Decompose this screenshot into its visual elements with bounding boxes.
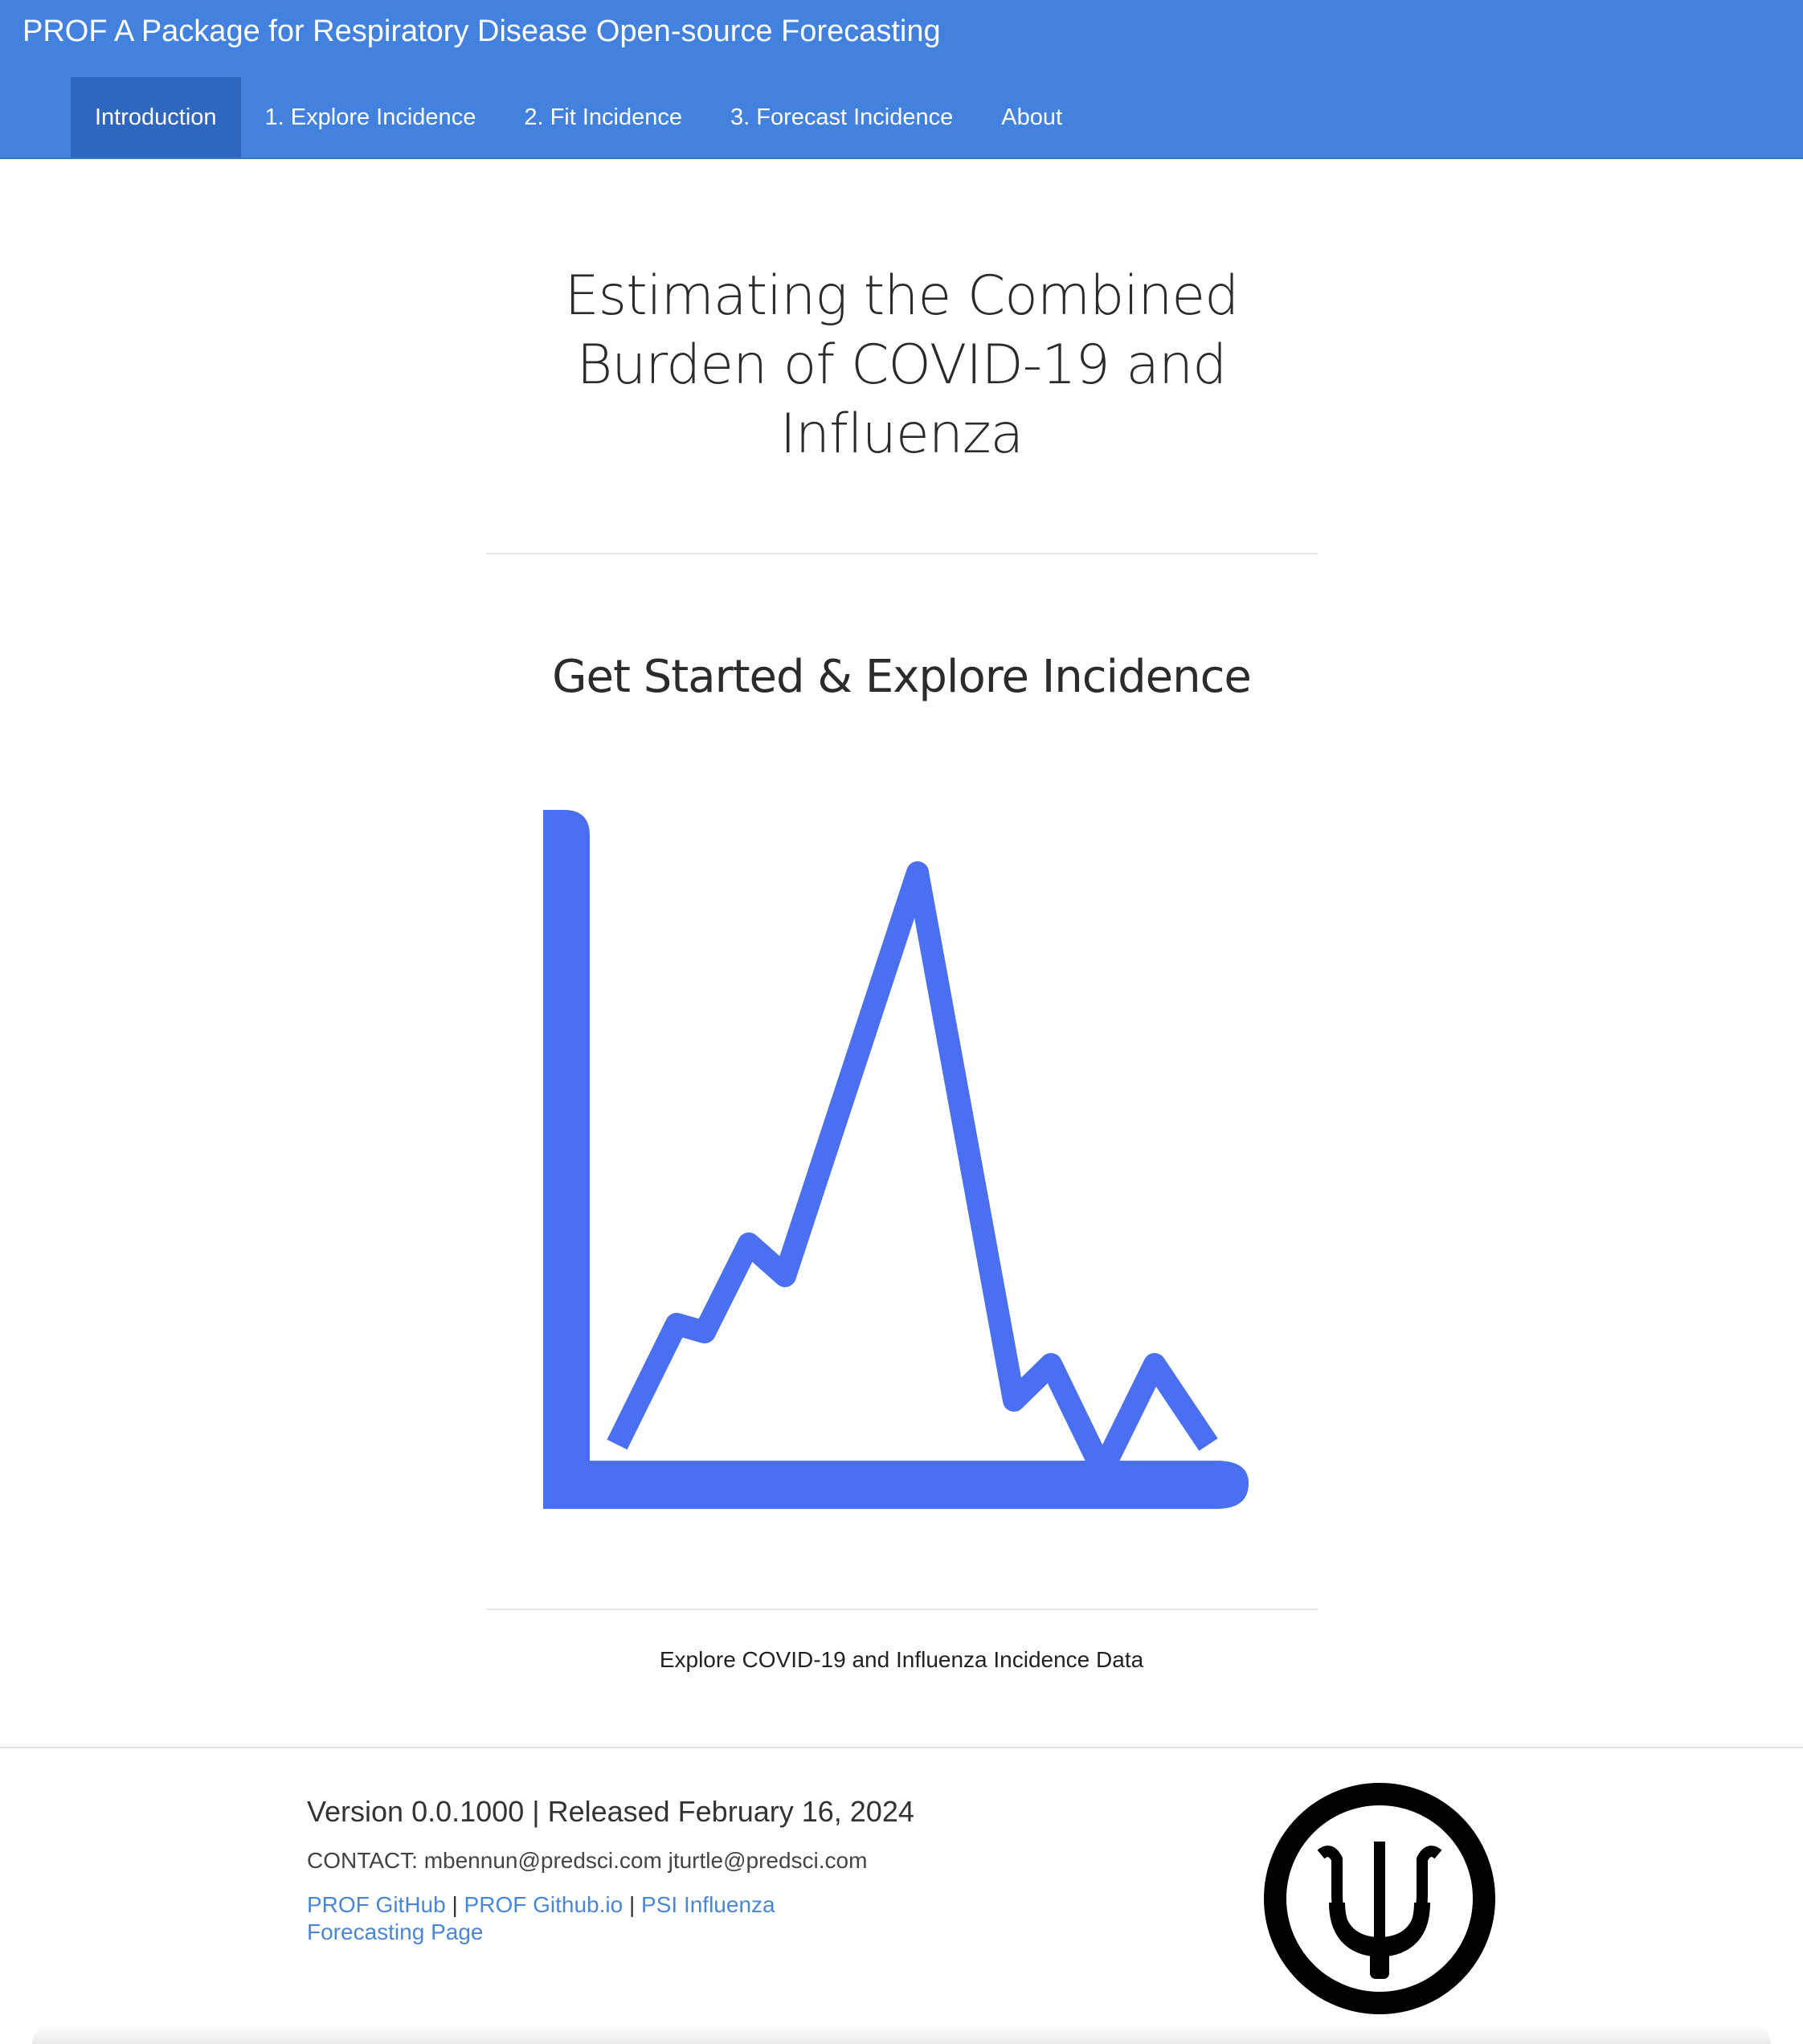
version-info: Version 0.0.1000 | Released February 16,…: [307, 1795, 914, 1828]
prof-githubio-link[interactable]: PROF Github.io: [464, 1892, 623, 1917]
footer-links: PROF GitHub | PROF Github.io | PSI Influ…: [307, 1891, 885, 1946]
footer-divider: [0, 1747, 1803, 1748]
tab-fit-incidence[interactable]: 2. Fit Incidence: [524, 104, 682, 130]
app-title[interactable]: PROF A Package for Respiratory Disease O…: [22, 14, 941, 48]
navbar: PROF A Package for Respiratory Disease O…: [0, 0, 1803, 159]
line-chart-icon[interactable]: [540, 810, 1255, 1517]
nav-tabs: Introduction 1. Explore Incidence 2. Fit…: [71, 77, 1086, 157]
tab-explore-incidence[interactable]: 1. Explore Incidence: [264, 104, 476, 130]
contact-info: CONTACT: mbennun@predsci.com jturtle@pre…: [307, 1848, 868, 1873]
psi-influenza-forecasting-link[interactable]: PSI Influenza Forecasting Page: [307, 1892, 775, 1944]
tab-about[interactable]: About: [1001, 104, 1063, 130]
tab-forecast-incidence[interactable]: 3. Forecast Incidence: [730, 104, 954, 130]
chart-line-shape: [607, 861, 1218, 1482]
divider: [486, 553, 1318, 554]
tab-introduction[interactable]: Introduction: [71, 77, 241, 157]
explore-incidence-link[interactable]: Explore COVID-19 and Influenza Incidence…: [659, 1647, 1144, 1672]
psi-logo-icon: [1263, 1782, 1496, 2015]
divider: [486, 1609, 1318, 1610]
section-heading: Get Started & Explore Incidence: [552, 651, 1252, 703]
link-separator: |: [628, 1892, 636, 1917]
bottom-shadow: [32, 2025, 1771, 2044]
link-separator: |: [452, 1892, 458, 1917]
footer: Version 0.0.1000 | Released February 16,…: [0, 1748, 1803, 2044]
prof-github-link[interactable]: PROF GitHub: [307, 1892, 446, 1917]
page-title: Estimating the Combined Burden of COVID-…: [564, 264, 1240, 466]
